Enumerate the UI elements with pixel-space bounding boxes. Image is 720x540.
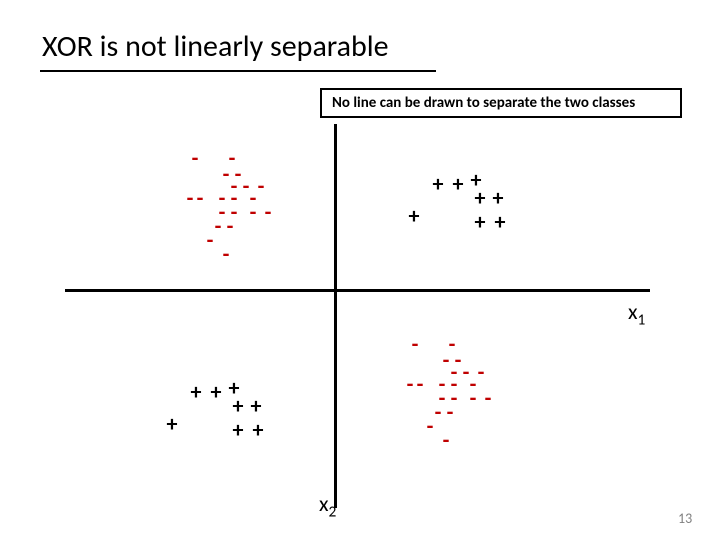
axis-x2-main: x — [319, 490, 329, 517]
plus-mark: + — [253, 419, 264, 441]
minus-mark: - — [250, 201, 257, 223]
minus-mark: - — [485, 387, 492, 409]
plus-mark: + — [493, 187, 504, 209]
plus-mark: + — [453, 173, 464, 195]
plus-mark: + — [167, 413, 178, 435]
minus-mark: - — [265, 201, 272, 223]
minus-mark: - — [443, 349, 450, 371]
caption-text: No line can be drawn to separate the two… — [332, 94, 635, 112]
plus-mark: + — [233, 419, 244, 441]
minus-mark: - — [447, 401, 454, 423]
caption-box: No line can be drawn to separate the two… — [320, 88, 682, 118]
minus-mark: - — [192, 147, 199, 169]
page-title: XOR is not linearly separable — [42, 28, 389, 65]
minus-mark: - — [407, 373, 414, 395]
minus-mark: - — [258, 175, 265, 197]
minus-mark: - — [417, 373, 424, 395]
minus-mark: - — [478, 361, 485, 383]
plus-mark: + — [191, 381, 202, 403]
minus-mark: - — [463, 361, 470, 383]
minus-mark: - — [435, 401, 442, 423]
plus-mark: + — [251, 395, 262, 417]
minus-mark: - — [412, 333, 419, 355]
minus-mark: - — [215, 215, 222, 237]
minus-mark: - — [427, 415, 434, 437]
plus-mark: + — [495, 211, 506, 233]
plus-mark: + — [475, 211, 486, 233]
minus-mark: - — [223, 163, 230, 185]
axis-x2-label: x2 — [319, 490, 336, 521]
axis-vertical — [334, 124, 337, 508]
minus-mark: - — [207, 229, 214, 251]
axis-x1-sub: 1 — [638, 310, 646, 329]
title-underline — [40, 70, 436, 72]
plus-mark: + — [233, 395, 244, 417]
minus-mark: - — [243, 175, 250, 197]
plus-mark: + — [475, 187, 486, 209]
slide-number: 13 — [678, 510, 692, 527]
axis-horizontal — [65, 289, 650, 292]
axis-x1-label: x1 — [628, 298, 645, 329]
plus-mark: + — [211, 381, 222, 403]
plus-mark: + — [409, 205, 420, 227]
plus-mark: + — [433, 173, 444, 195]
minus-mark: - — [227, 215, 234, 237]
minus-mark: - — [187, 187, 194, 209]
minus-mark: - — [197, 187, 204, 209]
minus-mark: - — [223, 243, 230, 265]
axis-x2-sub: 2 — [329, 502, 337, 521]
minus-mark: - — [470, 387, 477, 409]
axis-x1-main: x — [628, 298, 638, 325]
minus-mark: - — [443, 429, 450, 451]
